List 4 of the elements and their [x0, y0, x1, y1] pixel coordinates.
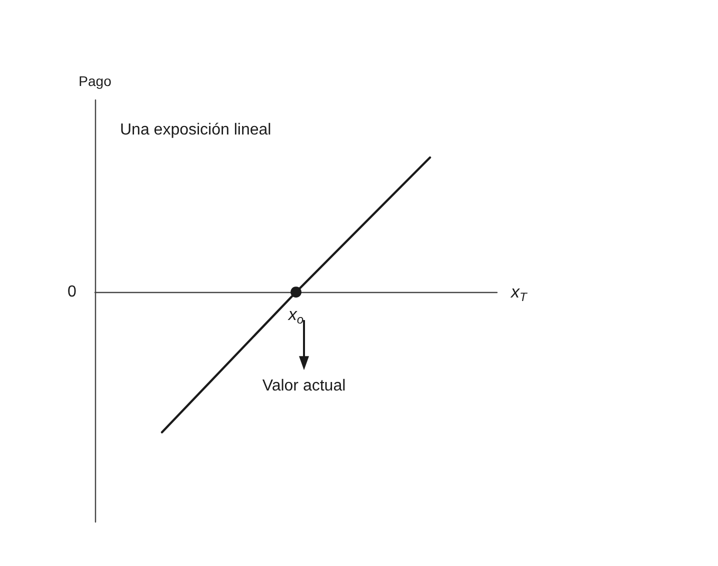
y-axis-title: Pago: [78, 73, 112, 89]
text: Una exposición lineal: [120, 122, 272, 138]
annotation: Valor actual: [262, 378, 346, 395]
text: 0: [68, 284, 77, 301]
